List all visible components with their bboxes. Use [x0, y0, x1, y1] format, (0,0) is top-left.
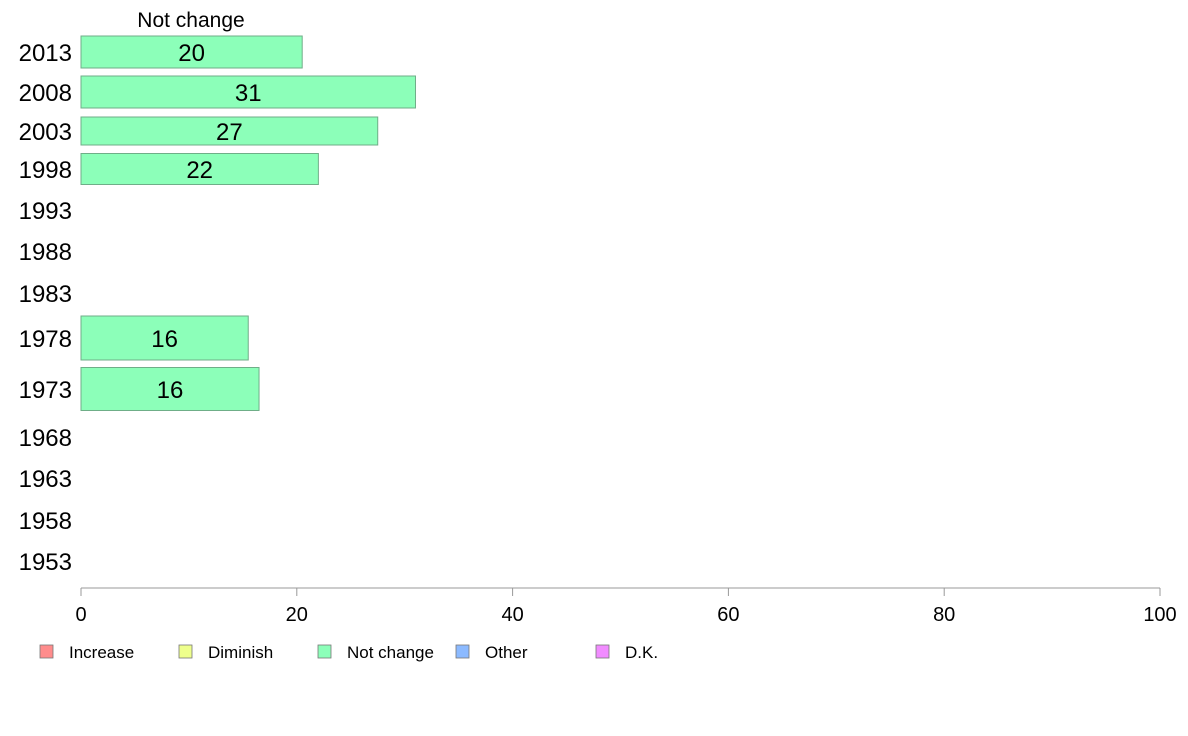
bar-value-label-2013: 20 [178, 40, 205, 67]
legend-swatch-other [455, 644, 470, 659]
legend-label-increase: Increase [69, 643, 134, 662]
legend-label-diminish: Diminish [208, 643, 273, 662]
bar-2008 [80, 75, 416, 109]
bar-value-label-2008: 31 [235, 80, 262, 107]
category-labels: 2013 2008 2003 1998 1993 1988 1983 1978 1973 1968… [19, 40, 72, 576]
legend-swatch-diminish [178, 644, 193, 659]
category-label-2003: 2003 [19, 119, 72, 146]
bar-value-label-1998: 22 [186, 157, 213, 184]
category-label-1998: 1998 [19, 157, 72, 184]
category-label-2008: 2008 [19, 80, 72, 107]
category-label-1978: 1978 [19, 326, 72, 353]
series-header-label: Not change [137, 9, 244, 32]
x-tick-label-80: 80 [933, 604, 955, 626]
bar-value-label-2003: 27 [216, 119, 243, 146]
category-label-1988: 1988 [19, 239, 72, 266]
legend-swatch-d-k- [595, 644, 610, 659]
x-tick-label-100: 100 [1143, 604, 1176, 626]
bar-1998 [80, 153, 319, 185]
x-tick-label-40: 40 [501, 604, 523, 626]
bar-value-label-1978: 16 [151, 326, 178, 353]
legend: Increase Diminish Not change Other D.K. [39, 643, 658, 662]
bar-value-label-1973: 16 [157, 377, 184, 404]
bar-2013 [80, 35, 303, 69]
category-label-1973: 1973 [19, 377, 72, 404]
category-label-1983: 1983 [19, 281, 72, 308]
category-label-1958: 1958 [19, 508, 72, 535]
legend-swatch-not-change [317, 644, 332, 659]
category-label-1968: 1968 [19, 425, 72, 452]
x-axis: 0 20 40 60 80 100 [75, 587, 1177, 626]
legend-swatch-increase [39, 644, 54, 659]
category-label-2013: 2013 [19, 40, 72, 67]
x-tick-label-20: 20 [286, 604, 308, 626]
legend-label-not-change: Not change [347, 643, 434, 662]
bar-2003 [80, 116, 379, 146]
bar-1978 [80, 315, 249, 361]
legend-label-d-k-: D.K. [625, 643, 658, 662]
x-tick-label-0: 0 [75, 604, 86, 626]
x-tick-label-60: 60 [717, 604, 739, 626]
legend-label-other: Other [485, 643, 528, 662]
category-label-1963: 1963 [19, 466, 72, 493]
bar-1973 [80, 367, 260, 411]
category-label-1993: 1993 [19, 198, 72, 225]
category-label-1953: 1953 [19, 549, 72, 576]
